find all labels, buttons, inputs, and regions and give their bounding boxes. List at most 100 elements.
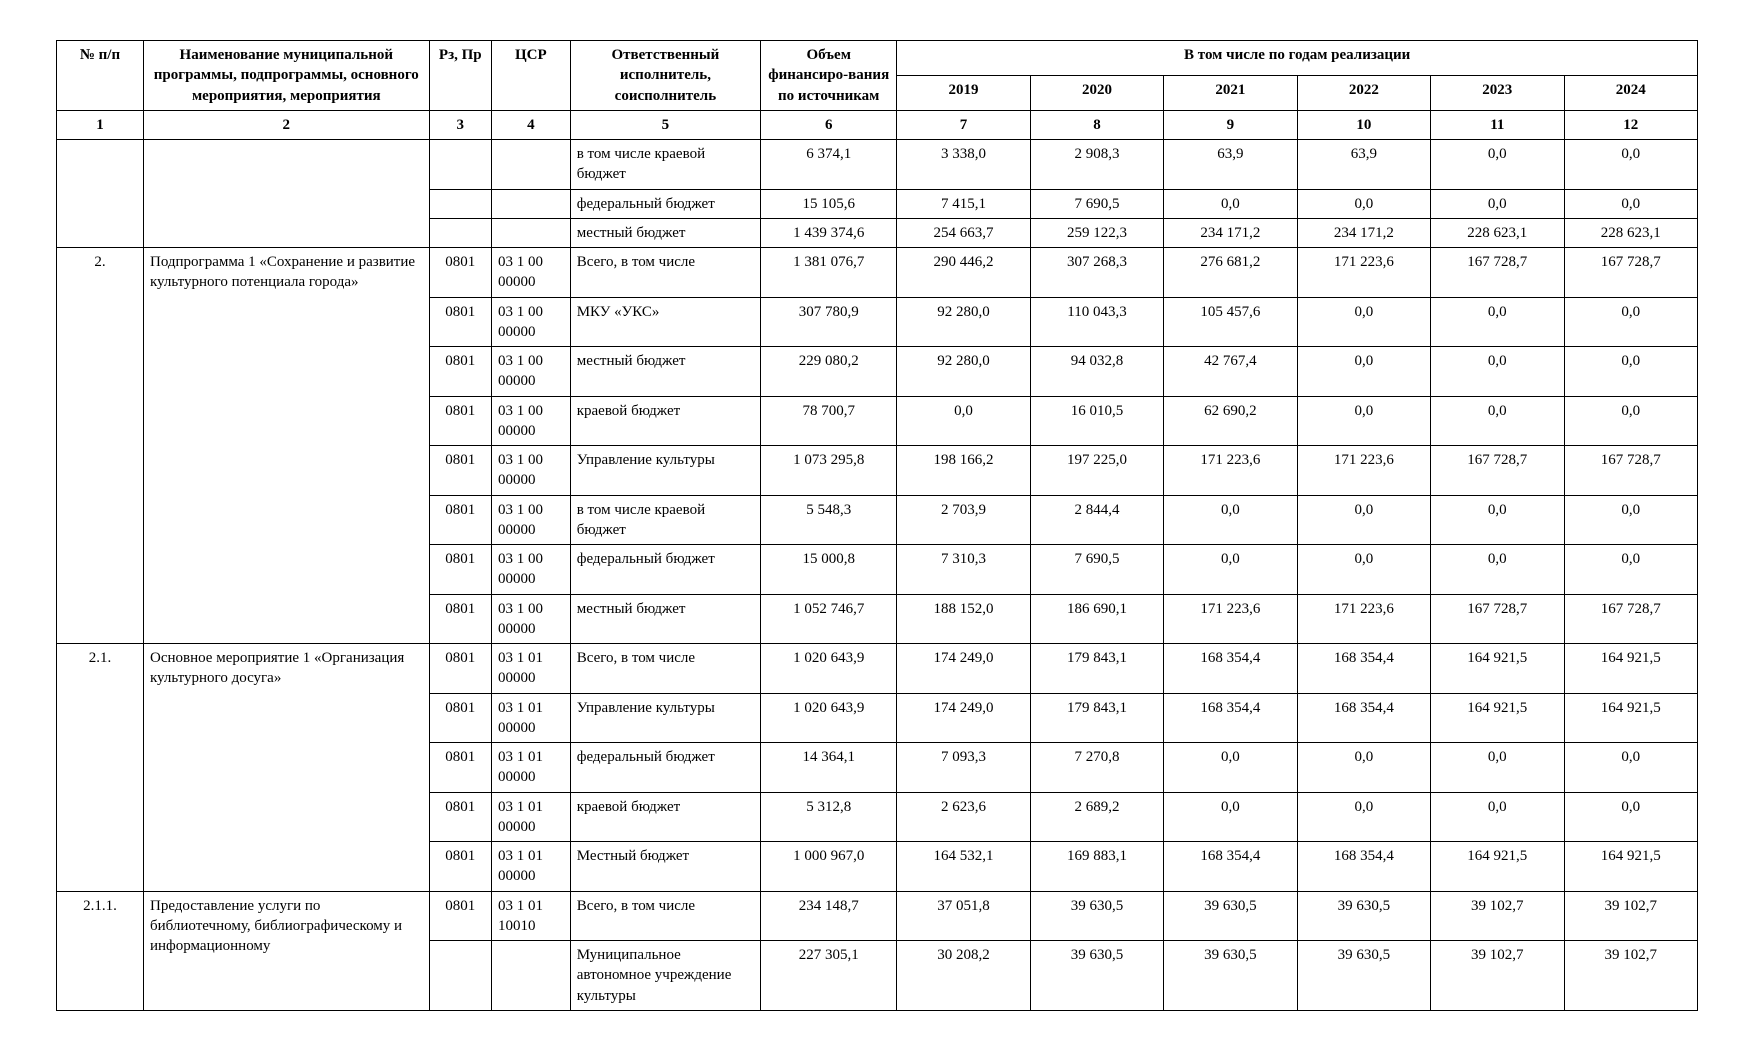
cell-exec: в том числе краевой бюджет [570, 495, 760, 545]
cell-year: 2 908,3 [1030, 140, 1163, 190]
cell-vol: 14 364,1 [761, 743, 897, 793]
cell-csr: 03 1 01 00000 [491, 644, 570, 694]
cell-year: 0,0 [1564, 792, 1697, 842]
cell-year: 2 623,6 [897, 792, 1030, 842]
cell-vol: 229 080,2 [761, 347, 897, 397]
cell-year: 0,0 [1431, 495, 1564, 545]
cell-num [57, 140, 144, 248]
cell-year: 0,0 [1297, 792, 1430, 842]
cell-rz: 0801 [429, 594, 491, 644]
cell-year: 39 102,7 [1564, 941, 1697, 1011]
cell-csr: 03 1 01 00000 [491, 693, 570, 743]
cell-year: 3 338,0 [897, 140, 1030, 190]
cell-year: 179 843,1 [1030, 693, 1163, 743]
cell-year: 0,0 [1431, 189, 1564, 218]
cell-num: 2.1.1. [57, 891, 144, 1010]
cell-year: 7 093,3 [897, 743, 1030, 793]
cell-year: 164 921,5 [1564, 693, 1697, 743]
cell-year: 168 354,4 [1164, 842, 1297, 892]
cell-rz [429, 218, 491, 247]
cell-year: 0,0 [1564, 495, 1697, 545]
cell-year: 167 728,7 [1564, 594, 1697, 644]
cell-year: 171 223,6 [1297, 446, 1430, 496]
cell-year: 290 446,2 [897, 248, 1030, 298]
cell-exec: Местный бюджет [570, 842, 760, 892]
budget-table: № п/п Наименование муниципальной програм… [56, 40, 1698, 1011]
cell-year: 0,0 [1431, 545, 1564, 595]
cell-year: 0,0 [1564, 347, 1697, 397]
table-body: в том числе краевой бюджет6 374,13 338,0… [57, 140, 1698, 1011]
cell-year: 167 728,7 [1431, 446, 1564, 496]
cell-vol: 1 000 967,0 [761, 842, 897, 892]
cell-csr: 03 1 01 00000 [491, 842, 570, 892]
index-cell: 6 [761, 110, 897, 139]
cell-csr: 03 1 00 00000 [491, 396, 570, 446]
table-row: 2.Подпрограмма 1 «Сохранение и развитие … [57, 248, 1698, 298]
cell-year: 39 630,5 [1297, 941, 1430, 1011]
cell-year: 92 280,0 [897, 347, 1030, 397]
cell-exec: местный бюджет [570, 594, 760, 644]
cell-exec: Управление культуры [570, 446, 760, 496]
cell-rz: 0801 [429, 396, 491, 446]
col-header-year: 2020 [1030, 75, 1163, 110]
col-header-exec: Ответственный исполнитель, соисполнитель [570, 41, 760, 111]
col-header-num: № п/п [57, 41, 144, 111]
cell-year: 171 223,6 [1297, 248, 1430, 298]
cell-name: Предоставление услуги по библиотечному, … [143, 891, 429, 1010]
cell-exec: Всего, в том числе [570, 891, 760, 941]
cell-name [143, 140, 429, 248]
cell-vol: 1 073 295,8 [761, 446, 897, 496]
cell-year: 174 249,0 [897, 644, 1030, 694]
table-row: 2.1.Основное мероприятие 1 «Организация … [57, 644, 1698, 694]
cell-exec: краевой бюджет [570, 396, 760, 446]
cell-rz [429, 189, 491, 218]
index-cell: 5 [570, 110, 760, 139]
index-cell: 8 [1030, 110, 1163, 139]
cell-year: 39 630,5 [1164, 891, 1297, 941]
col-header-csr: ЦСР [491, 41, 570, 111]
cell-year: 0,0 [1297, 347, 1430, 397]
index-cell: 12 [1564, 110, 1697, 139]
cell-year: 7 690,5 [1030, 189, 1163, 218]
cell-year: 0,0 [1431, 792, 1564, 842]
cell-exec: федеральный бюджет [570, 189, 760, 218]
cell-vol: 78 700,7 [761, 396, 897, 446]
cell-vol: 15 105,6 [761, 189, 897, 218]
cell-year: 254 663,7 [897, 218, 1030, 247]
cell-year: 39 630,5 [1164, 941, 1297, 1011]
cell-year: 234 171,2 [1297, 218, 1430, 247]
cell-year: 94 032,8 [1030, 347, 1163, 397]
cell-name: Основное мероприятие 1 «Организация куль… [143, 644, 429, 892]
cell-exec: МКУ «УКС» [570, 297, 760, 347]
cell-exec: Всего, в том числе [570, 644, 760, 694]
cell-year: 197 225,0 [1030, 446, 1163, 496]
cell-year: 39 630,5 [1030, 891, 1163, 941]
col-header-year: 2023 [1431, 75, 1564, 110]
col-header-year: 2022 [1297, 75, 1430, 110]
cell-year: 0,0 [1164, 495, 1297, 545]
cell-year: 7 690,5 [1030, 545, 1163, 595]
cell-year: 164 921,5 [1564, 644, 1697, 694]
cell-rz [429, 941, 491, 1011]
cell-year: 171 223,6 [1164, 446, 1297, 496]
cell-year: 63,9 [1164, 140, 1297, 190]
cell-year: 259 122,3 [1030, 218, 1163, 247]
cell-vol: 1 439 374,6 [761, 218, 897, 247]
cell-rz: 0801 [429, 347, 491, 397]
cell-exec: федеральный бюджет [570, 545, 760, 595]
cell-year: 169 883,1 [1030, 842, 1163, 892]
col-header-name: Наименование муниципальной программы, по… [143, 41, 429, 111]
cell-year: 174 249,0 [897, 693, 1030, 743]
cell-rz: 0801 [429, 842, 491, 892]
cell-year: 0,0 [1431, 743, 1564, 793]
cell-year: 0,0 [1431, 140, 1564, 190]
cell-rz [429, 140, 491, 190]
index-cell: 2 [143, 110, 429, 139]
index-cell: 1 [57, 110, 144, 139]
cell-year: 164 532,1 [897, 842, 1030, 892]
cell-year: 168 354,4 [1164, 644, 1297, 694]
cell-year: 171 223,6 [1297, 594, 1430, 644]
cell-vol: 1 381 076,7 [761, 248, 897, 298]
cell-vol: 1 020 643,9 [761, 693, 897, 743]
cell-year: 0,0 [1297, 189, 1430, 218]
